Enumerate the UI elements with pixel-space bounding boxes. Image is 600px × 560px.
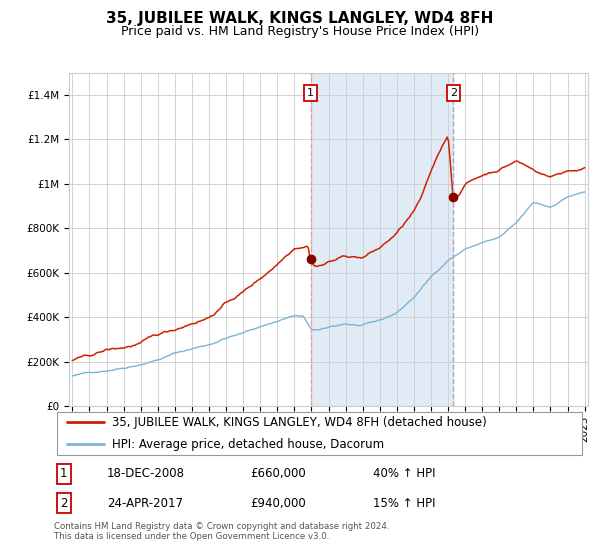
Text: 35, JUBILEE WALK, KINGS LANGLEY, WD4 8FH: 35, JUBILEE WALK, KINGS LANGLEY, WD4 8FH — [106, 11, 494, 26]
Text: 35, JUBILEE WALK, KINGS LANGLEY, WD4 8FH (detached house): 35, JUBILEE WALK, KINGS LANGLEY, WD4 8FH… — [112, 416, 487, 429]
Text: 1: 1 — [307, 88, 314, 98]
Text: 2: 2 — [60, 497, 67, 510]
Text: 15% ↑ HPI: 15% ↑ HPI — [373, 497, 435, 510]
Text: 24-APR-2017: 24-APR-2017 — [107, 497, 183, 510]
Text: HPI: Average price, detached house, Dacorum: HPI: Average price, detached house, Daco… — [112, 438, 385, 451]
Text: 2: 2 — [450, 88, 457, 98]
Bar — [311, 73, 453, 406]
Text: £940,000: £940,000 — [250, 497, 306, 510]
Text: 40% ↑ HPI: 40% ↑ HPI — [373, 468, 435, 480]
Text: Price paid vs. HM Land Registry's House Price Index (HPI): Price paid vs. HM Land Registry's House … — [121, 25, 479, 38]
Text: £660,000: £660,000 — [250, 468, 306, 480]
Text: 1: 1 — [60, 468, 67, 480]
Text: 18-DEC-2008: 18-DEC-2008 — [107, 468, 185, 480]
FancyBboxPatch shape — [56, 412, 583, 455]
Text: Contains HM Land Registry data © Crown copyright and database right 2024.
This d: Contains HM Land Registry data © Crown c… — [54, 522, 389, 542]
